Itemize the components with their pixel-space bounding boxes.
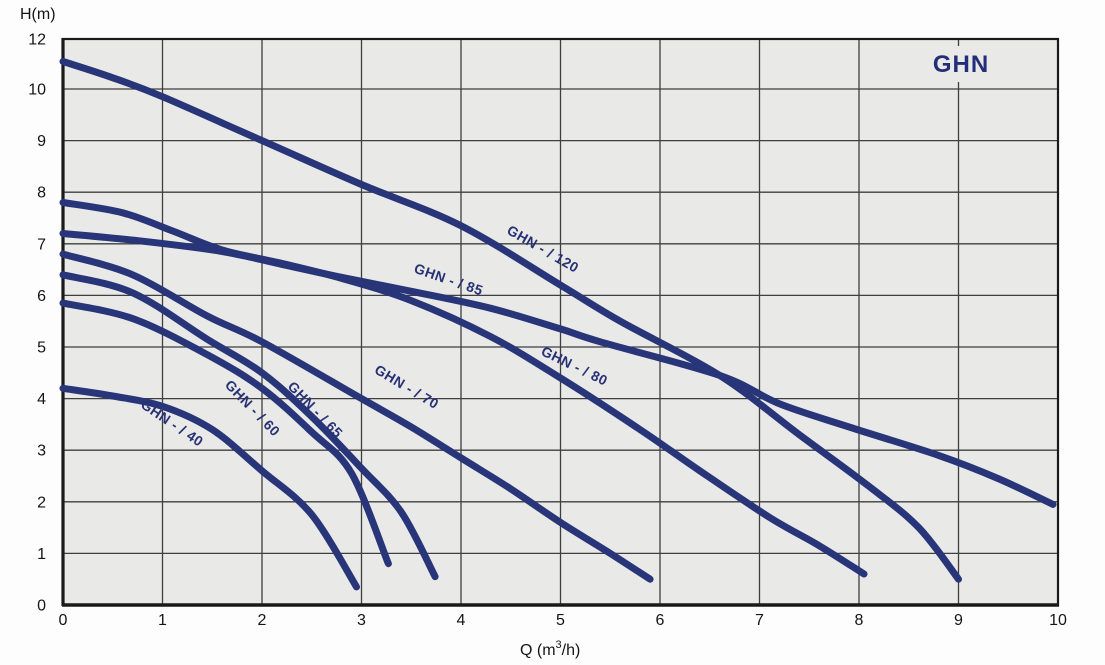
curve-ghn-80: [59, 199, 868, 578]
curve-ghn-70: [59, 250, 654, 583]
y-tick-label: 10: [28, 82, 46, 99]
x-tick-label: 2: [258, 612, 267, 629]
x-tick-label: 1: [158, 612, 167, 629]
y-tick-label: 1: [37, 546, 46, 563]
curve-ghn-60: [59, 299, 392, 568]
x-tick-label: 5: [556, 612, 565, 629]
chart-title: GHN: [933, 51, 989, 78]
curve-ghn-65: [59, 271, 439, 581]
y-tick-label: 12: [28, 32, 46, 49]
x-tick-label: 6: [656, 612, 665, 629]
curve-ghn-40: [59, 384, 360, 591]
y-tick-label: 7: [37, 236, 46, 253]
y-tick-label: 0: [37, 598, 46, 615]
x-tick-label: 0: [59, 612, 68, 629]
y-tick-label: 9: [37, 133, 46, 150]
x-tick-label: 9: [954, 612, 963, 629]
curve-ghn-120: [59, 58, 962, 583]
x-axis-title: Q (m3/h): [520, 639, 580, 659]
title-backdrop: [922, 46, 1000, 82]
y-tick-label: 3: [37, 443, 46, 460]
x-tick-label: 10: [1049, 612, 1067, 629]
y-tick-label: 8: [37, 185, 46, 202]
x-tick-label: 4: [457, 612, 466, 629]
x-tick-label: 8: [855, 612, 864, 629]
x-tick-label: 3: [357, 612, 366, 629]
y-tick-label: 5: [37, 340, 46, 357]
y-tick-label: 6: [37, 288, 46, 305]
y-tick-label: 2: [37, 494, 46, 511]
x-tick-label: 7: [755, 612, 764, 629]
y-tick-label: 4: [37, 391, 46, 408]
y-axis-title: H(m): [20, 6, 56, 23]
